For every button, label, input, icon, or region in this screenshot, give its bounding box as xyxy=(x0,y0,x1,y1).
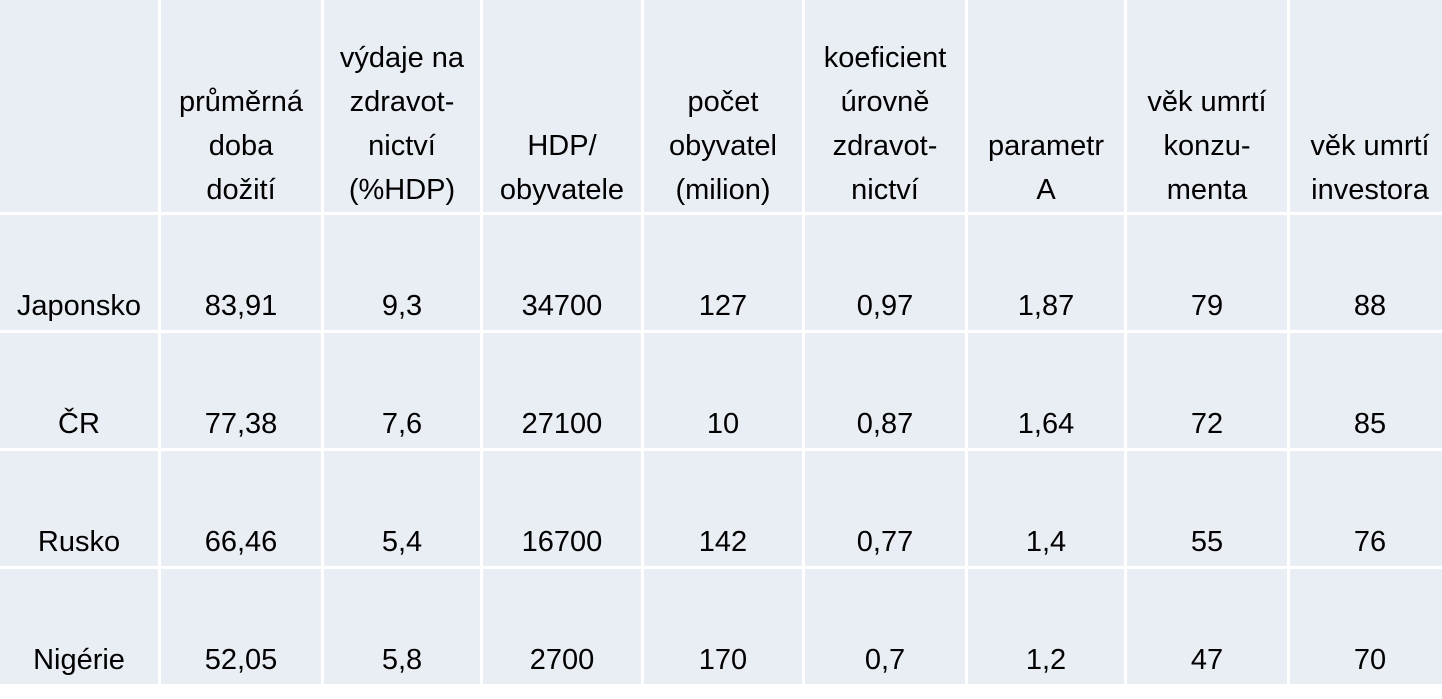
data-cell: 76 xyxy=(1290,451,1442,566)
header-cell: věk umrtí investora xyxy=(1290,0,1442,212)
data-cell: 0,77 xyxy=(805,451,965,566)
data-cell: 27100 xyxy=(483,333,641,448)
header-cell: HDP/ obyvatele xyxy=(483,0,641,212)
data-cell: 66,46 xyxy=(161,451,321,566)
corner-cell xyxy=(0,0,158,212)
data-cell: 88 xyxy=(1290,215,1442,330)
data-cell: 9,3 xyxy=(324,215,480,330)
data-cell: 16700 xyxy=(483,451,641,566)
data-cell: 55 xyxy=(1127,451,1287,566)
data-cell: 10 xyxy=(644,333,802,448)
header-cell: koeficient úrovně zdravot- nictví xyxy=(805,0,965,212)
data-cell: 72 xyxy=(1127,333,1287,448)
data-cell: 79 xyxy=(1127,215,1287,330)
data-cell: 1,64 xyxy=(968,333,1124,448)
data-cell: 1,87 xyxy=(968,215,1124,330)
data-cell: 5,4 xyxy=(324,451,480,566)
data-cell: 1,2 xyxy=(968,569,1124,684)
row-label: Japonsko xyxy=(0,215,158,330)
data-cell: 52,05 xyxy=(161,569,321,684)
data-cell: 83,91 xyxy=(161,215,321,330)
header-cell: parametr A xyxy=(968,0,1124,212)
header-cell: průměrná doba dožití xyxy=(161,0,321,212)
data-cell: 170 xyxy=(644,569,802,684)
header-cell: počet obyvatel (milion) xyxy=(644,0,802,212)
data-cell: 1,4 xyxy=(968,451,1124,566)
header-cell: výdaje na zdravot- nictví (%HDP) xyxy=(324,0,480,212)
table: průměrná doba dožití výdaje na zdravot- n… xyxy=(0,0,1442,684)
header-cell: věk umrtí konzu- menta xyxy=(1127,0,1287,212)
data-cell: 5,8 xyxy=(324,569,480,684)
data-cell: 77,38 xyxy=(161,333,321,448)
data-cell: 127 xyxy=(644,215,802,330)
data-cell: 85 xyxy=(1290,333,1442,448)
data-cell: 70 xyxy=(1290,569,1442,684)
row-label: Nigérie xyxy=(0,569,158,684)
data-cell: 7,6 xyxy=(324,333,480,448)
data-cell: 0,97 xyxy=(805,215,965,330)
row-label: ČR xyxy=(0,333,158,448)
data-cell: 47 xyxy=(1127,569,1287,684)
data-cell: 142 xyxy=(644,451,802,566)
row-label: Rusko xyxy=(0,451,158,566)
data-cell: 0,7 xyxy=(805,569,965,684)
data-cell: 2700 xyxy=(483,569,641,684)
data-cell: 0,87 xyxy=(805,333,965,448)
data-cell: 34700 xyxy=(483,215,641,330)
